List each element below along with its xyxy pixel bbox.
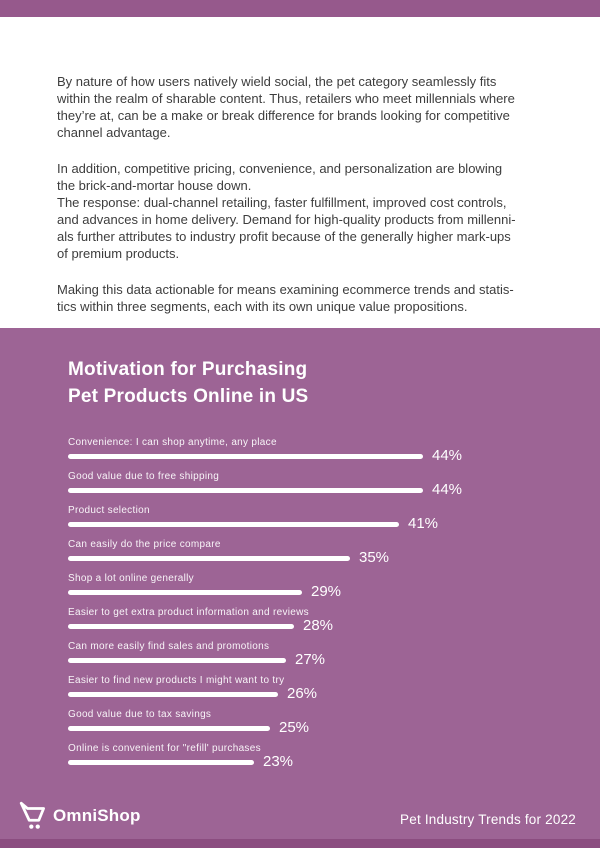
brand-logo: OmniShop <box>19 800 141 832</box>
bar-label: Good value due to free shipping <box>68 471 220 482</box>
report-edition-label: Pet Industry Trends for 2022 <box>400 812 576 827</box>
chart-row: Good value due to tax savings 25% <box>68 709 600 735</box>
chart-rows: Convenience: I can shop anytime, any pla… <box>68 437 600 769</box>
bar-value: 27% <box>295 651 326 668</box>
bar-value: 29% <box>311 583 342 600</box>
chart-title: Motivation for Purchasing Pet Products O… <box>68 356 600 410</box>
bar-value: 26% <box>287 685 318 702</box>
bar-label: Can easily do the price compare <box>68 539 221 550</box>
bar-value: 35% <box>359 549 390 566</box>
bar-track: 44% <box>68 481 600 498</box>
bar-track: 28% <box>68 617 600 634</box>
chart-row: Good value due to free shipping 44% <box>68 471 600 497</box>
bar-value: 41% <box>408 515 439 532</box>
bar-label: Easier to get extra product information … <box>68 607 309 618</box>
bar <box>68 623 294 629</box>
bar-value: 44% <box>432 447 463 464</box>
bar-track: 26% <box>68 685 600 702</box>
bar-value: 44% <box>432 481 463 498</box>
bar-track: 41% <box>68 515 600 532</box>
bar-label: Online is convenient for "refill' purcha… <box>68 743 261 754</box>
bar <box>68 555 350 561</box>
bar <box>68 487 423 493</box>
paragraph: Making this data actionable for means ex… <box>57 282 514 314</box>
bar <box>68 657 286 663</box>
bar-label: Easier to find new products I might want… <box>68 675 285 686</box>
bar-track: 29% <box>68 583 600 600</box>
bar-label: Can more easily find sales and promotion… <box>68 641 270 652</box>
chart-row: Can easily do the price compare 35% <box>68 539 600 565</box>
shopping-cart-icon <box>19 801 45 829</box>
paragraph: By nature of how users natively wield so… <box>57 74 515 140</box>
bar-label: Product selection <box>68 505 150 516</box>
chart-row: Easier to find new products I might want… <box>68 675 600 701</box>
chart-row: Can more easily find sales and promotion… <box>68 641 600 667</box>
bar-value: 23% <box>263 753 294 770</box>
bar <box>68 725 270 731</box>
chart-title-line-2: Pet Products Online in US <box>68 386 309 407</box>
brand-name: OmniShop <box>53 806 141 825</box>
bar-track: 23% <box>68 753 600 770</box>
chart-row: Online is convenient for "refill' purcha… <box>68 743 600 769</box>
chart-row: Easier to get extra product information … <box>68 607 600 633</box>
paragraph: In addition, competitive pricing, conven… <box>57 161 516 261</box>
chart-row: Shop a lot online generally 29% <box>68 573 600 599</box>
bar <box>68 589 302 595</box>
bar <box>68 521 399 527</box>
bar-track: 25% <box>68 719 600 736</box>
chart-row: Product selection 41% <box>68 505 600 531</box>
bar <box>68 759 254 765</box>
bar-value: 25% <box>279 719 310 736</box>
bar-label: Shop a lot online generally <box>68 573 194 584</box>
bottom-accent-bar <box>0 839 600 848</box>
bar-track: 44% <box>68 447 600 464</box>
bar <box>68 691 278 697</box>
top-accent-bar <box>0 0 600 17</box>
bar-track: 27% <box>68 651 600 668</box>
chart-section: Motivation for Purchasing Pet Products O… <box>0 328 600 848</box>
bar-label: Good value due to tax savings <box>68 709 212 720</box>
chart-title-line-1: Motivation for Purchasing <box>68 359 308 380</box>
bar <box>68 453 423 459</box>
intro-text: By nature of how users natively wield so… <box>57 73 582 334</box>
bar-value: 28% <box>303 617 334 634</box>
bar-track: 35% <box>68 549 600 566</box>
bar-label: Convenience: I can shop anytime, any pla… <box>68 437 277 448</box>
chart-row: Convenience: I can shop anytime, any pla… <box>68 437 600 463</box>
